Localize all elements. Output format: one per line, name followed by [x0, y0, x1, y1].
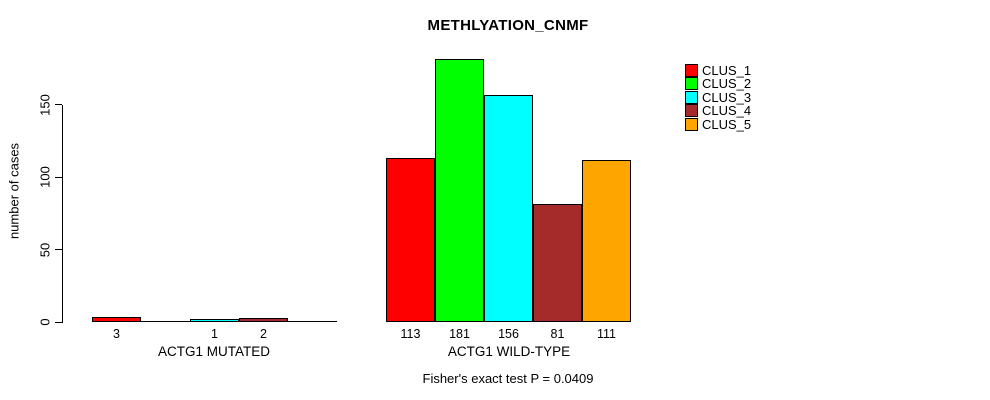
bar-clus_2-group1 [141, 321, 190, 322]
bar-value-label: 2 [260, 327, 267, 341]
y-tick-label-50: 50 [37, 242, 53, 257]
bar-value-label: 113 [400, 327, 421, 341]
bar-clus_3-group2 [484, 95, 533, 322]
bar-value-label: 81 [550, 327, 565, 341]
y-tick-mark-100 [55, 176, 62, 178]
y-axis-label: number of cases [6, 142, 22, 240]
legend-swatch-clus_2 [685, 77, 698, 91]
y-tick-label-0: 0 [37, 318, 53, 326]
bar-value-label: 3 [113, 327, 120, 341]
bar-clus_5-group2 [582, 160, 631, 322]
legend-label-clus_4: CLUS_4 [702, 103, 752, 119]
group-label-actg1-mutated: ACTG1 MUTATED [157, 344, 271, 359]
legend-label-clus_2: CLUS_2 [702, 76, 752, 92]
bar-clus_1-group2 [386, 158, 435, 322]
legend-label-clus_1: CLUS_1 [702, 63, 752, 78]
y-tick-label-150: 150 [37, 94, 53, 116]
bar-clus_2-group2 [435, 59, 484, 322]
legend-label-clus_3: CLUS_3 [702, 89, 752, 105]
y-tick-mark-50 [55, 249, 62, 251]
bar-clus_1-group1 [92, 317, 141, 322]
bar-value-label: 181 [449, 327, 470, 341]
bar-clus_4-group1 [239, 318, 288, 322]
chart-title: METHLYATION_CNMF [427, 17, 589, 34]
y-tick-mark-150 [55, 104, 62, 106]
bar-clus_5-group1 [288, 321, 337, 322]
bar-clus_4-group2 [533, 204, 582, 322]
bar-clus_3-group1 [190, 319, 239, 322]
y-tick-mark-0 [55, 321, 62, 323]
y-axis-line [62, 105, 63, 323]
bar-value-label: 1 [211, 327, 218, 341]
fisher-test-annotation: Fisher's exact test P = 0.0409 [422, 371, 594, 386]
legend-swatch-clus_5 [685, 117, 698, 131]
bar-value-label: 111 [596, 327, 617, 341]
legend-swatch-clus_3 [685, 90, 698, 104]
legend-swatch-clus_1 [685, 64, 698, 77]
legend-swatch-clus_4 [685, 104, 698, 118]
y-tick-label-100: 100 [37, 166, 53, 189]
bar-value-label: 156 [498, 327, 519, 341]
legend-label-clus_5: CLUS_5 [702, 116, 752, 132]
group-label-actg1-wild-type: ACTG1 WILD-TYPE [447, 344, 571, 359]
